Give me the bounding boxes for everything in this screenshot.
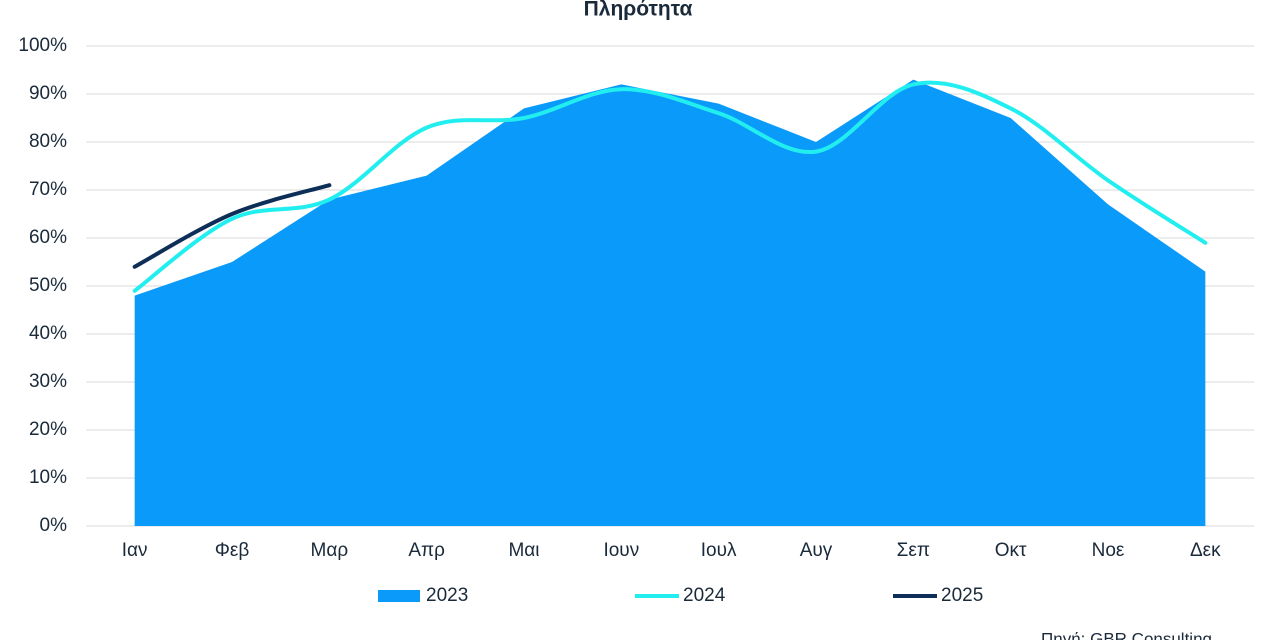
y-tick-label: 30% — [29, 371, 67, 392]
line — [132, 80, 1208, 293]
x-tick-label: Νοε — [1092, 540, 1125, 561]
y-tick-label: 50% — [29, 275, 67, 296]
area — [134, 79, 1206, 526]
y-tick-label: 20% — [29, 419, 67, 440]
y-tick-label: 80% — [29, 131, 67, 152]
y-tick-label: 60% — [29, 227, 67, 248]
x-tick-label: Φεβ — [215, 540, 250, 561]
chart-title: Πληρότητα — [584, 0, 693, 21]
x-tick-label: Μαι — [508, 540, 539, 561]
line — [132, 183, 332, 269]
legend-label: 2025 — [941, 585, 983, 606]
x-tick-label: Ιουλ — [701, 540, 737, 561]
x-tick-label: Ιουν — [603, 540, 639, 561]
x-tick-label: Απρ — [408, 540, 445, 561]
x-tick-label: Σεπ — [897, 540, 930, 561]
y-tick-label: 40% — [29, 323, 67, 344]
legend-label: 2024 — [683, 585, 726, 606]
x-tick-label: Οκτ — [995, 540, 1027, 561]
x-tick-label: Δεκ — [1190, 540, 1221, 561]
x-tick-label: Μαρ — [311, 540, 349, 561]
x-tick-label: Αυγ — [800, 540, 833, 561]
y-tick-label: 10% — [29, 467, 67, 488]
y-tick-label: 0% — [40, 515, 68, 536]
x-tick-label: Ιαν — [122, 540, 148, 561]
y-tick-label: 90% — [29, 83, 67, 104]
y-tick-label: 100% — [18, 35, 67, 56]
legend-swatch — [378, 590, 420, 602]
y-tick-label: 70% — [29, 179, 67, 200]
legend-label: 2023 — [426, 585, 468, 606]
source-note: Πηγή: GBR Consulting — [1041, 629, 1212, 640]
